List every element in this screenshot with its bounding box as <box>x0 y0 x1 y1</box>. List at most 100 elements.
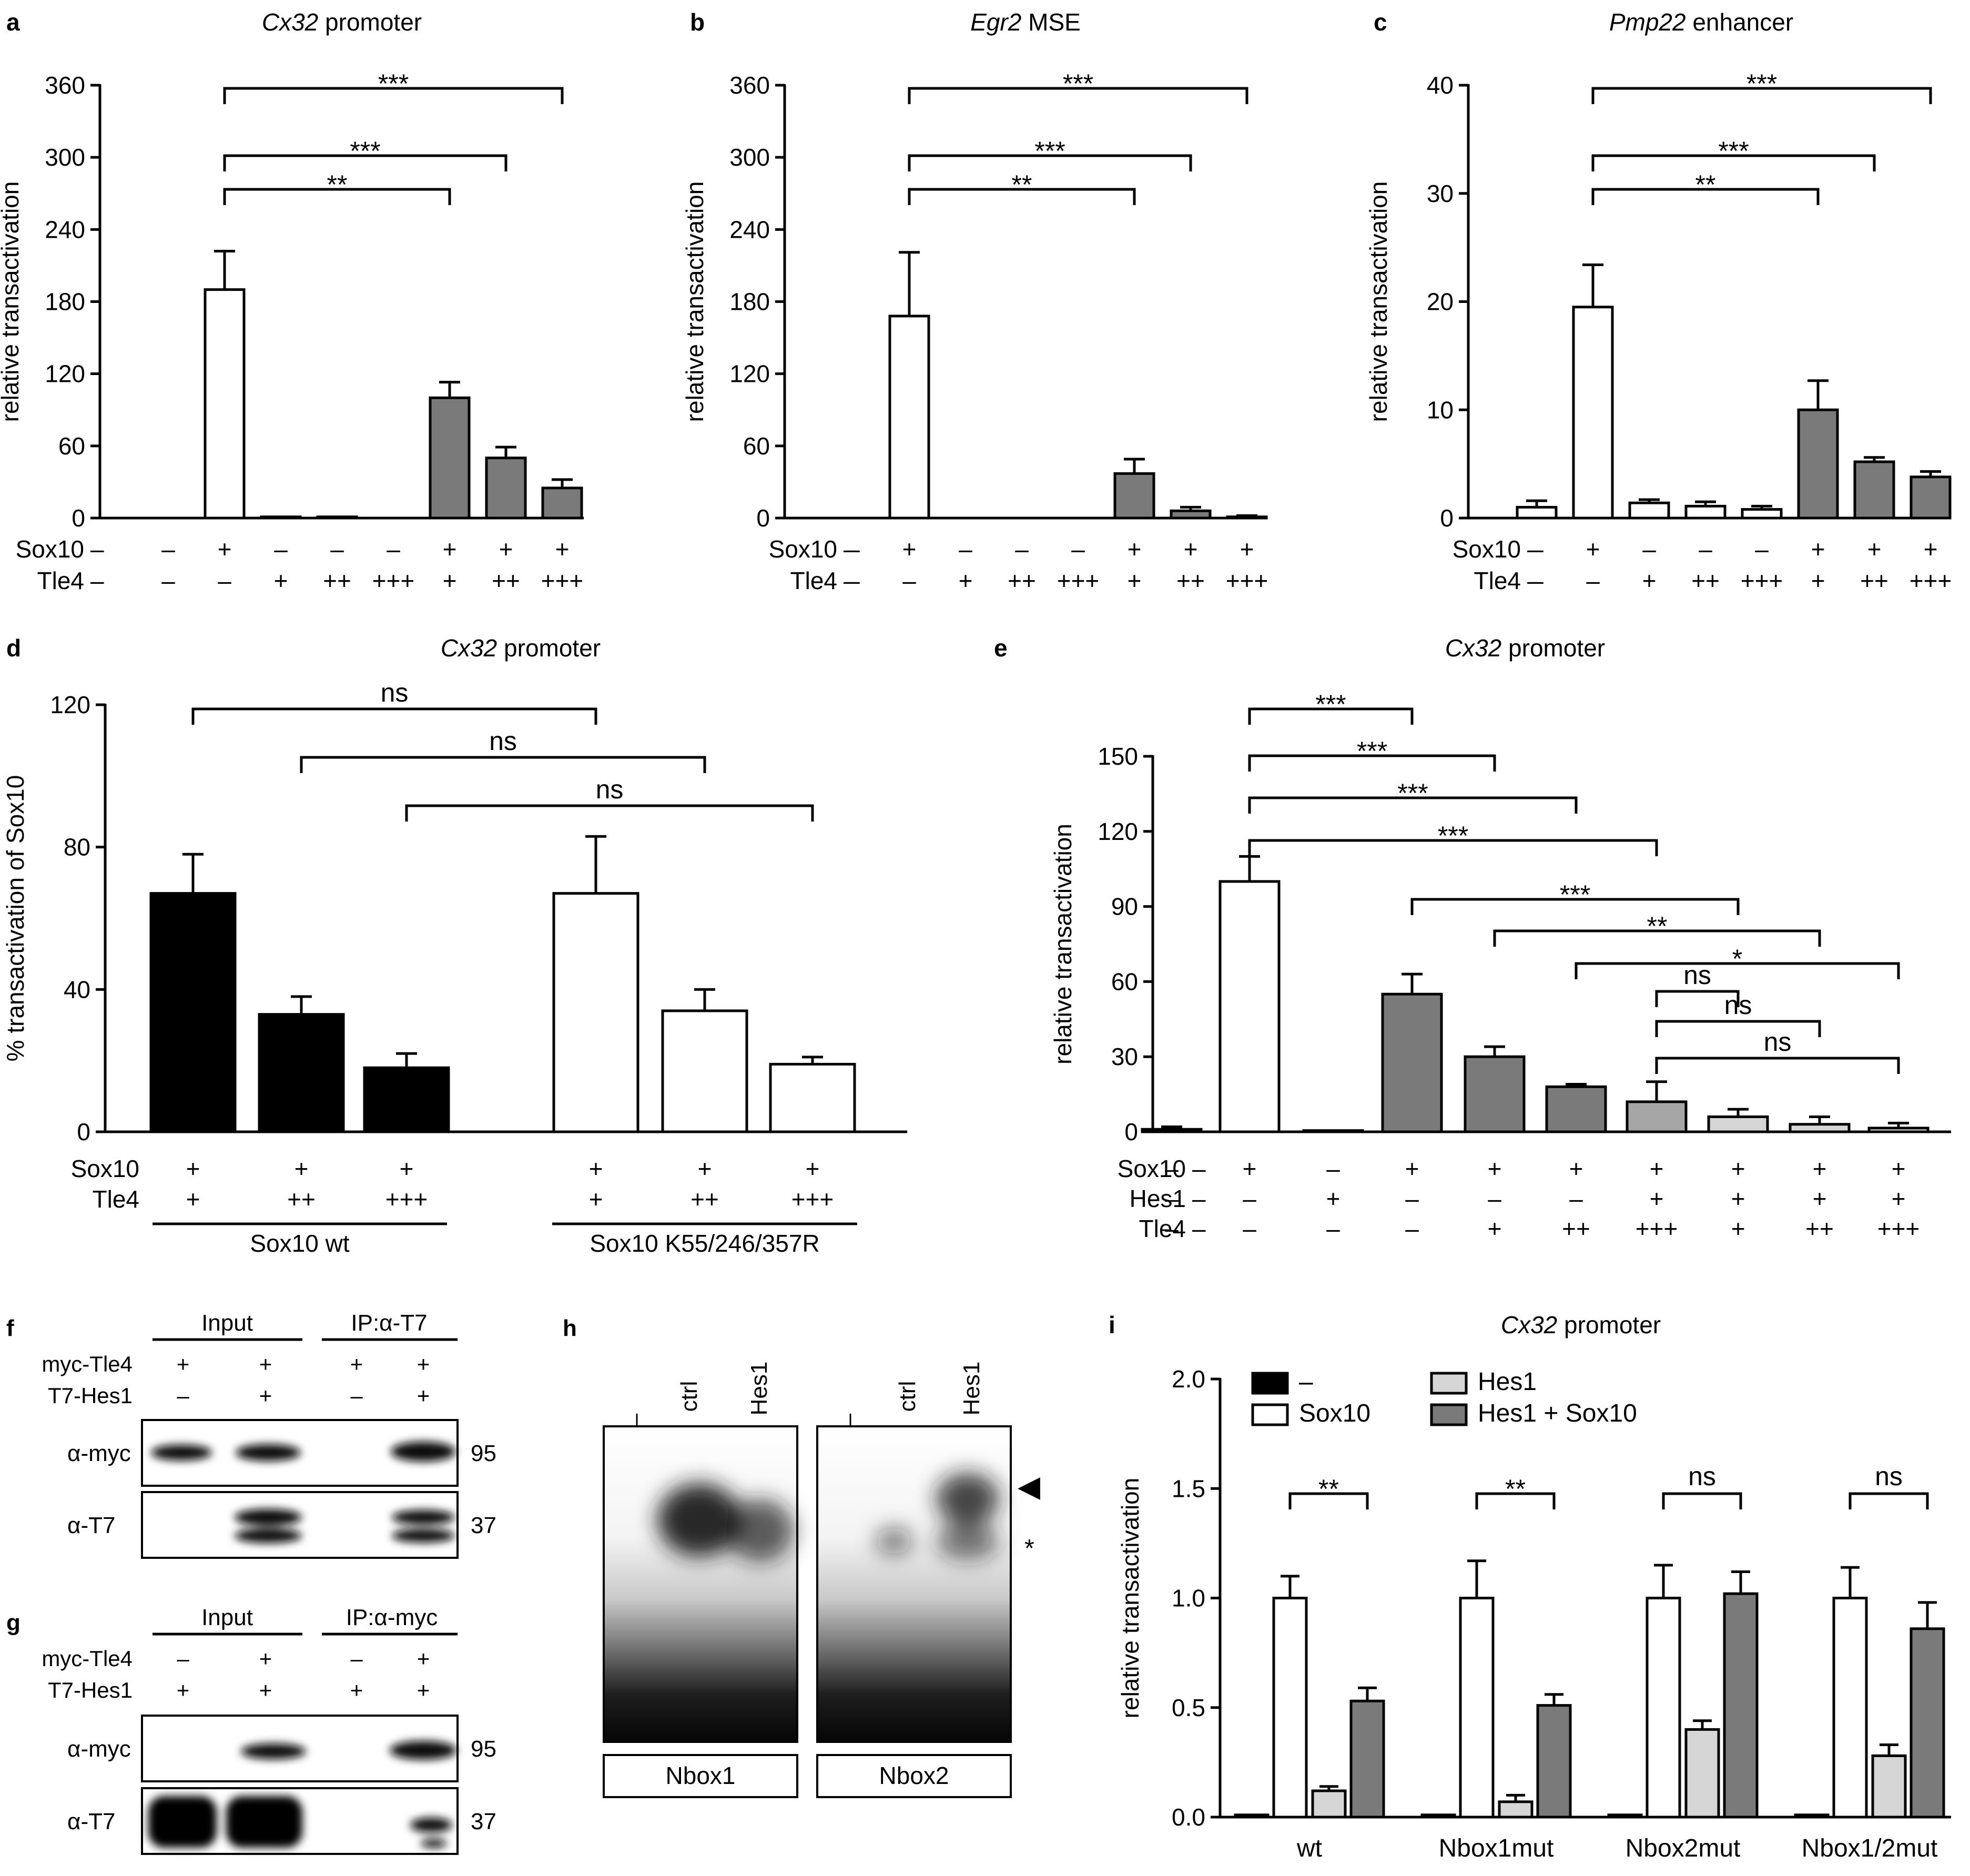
condition-sign: + <box>1811 567 1825 594</box>
significance-bracket <box>1248 839 1658 856</box>
panel-f: f Input IP:α-T7 myc-Tle4 T7-Hes1 + + + +… <box>6 1310 496 1559</box>
bar <box>1498 1800 1534 1819</box>
condition-sign: + <box>1488 1215 1502 1242</box>
legend-label: Hes1 <box>1478 1368 1537 1396</box>
condition-row-label: Tle4 <box>37 567 84 594</box>
y-tick-label: 0 <box>77 1118 90 1145</box>
bar <box>1545 1085 1607 1133</box>
condition-sign: + <box>1128 535 1142 563</box>
panel-letter: a <box>6 8 20 36</box>
row-label-myc-tle4: myc-Tle4 <box>42 1646 133 1671</box>
sign: + <box>259 1678 272 1702</box>
condition-sign: + <box>1731 1185 1745 1212</box>
blot-label-myc: α-myc <box>67 1736 131 1762</box>
bar <box>661 1009 748 1133</box>
significance-label: ns <box>381 678 409 707</box>
condition-row-label: Sox10 <box>1118 1155 1186 1182</box>
y-tick-label: 300 <box>729 144 770 171</box>
title-suffix: promoter <box>1501 634 1605 662</box>
significance-bracket <box>191 707 597 725</box>
panel-letter: f <box>6 1315 14 1341</box>
condition-row-label: Sox10 <box>769 535 837 563</box>
condition-sign: – <box>1642 535 1656 563</box>
blot-box-t7 <box>141 1491 459 1559</box>
condition-sign: – <box>218 567 231 594</box>
row-dash: – <box>1527 535 1541 563</box>
sign: + <box>259 1383 272 1408</box>
condition-row-label: Sox10 <box>71 1155 139 1182</box>
chart-title: Pmp22 enhancer <box>1609 8 1793 36</box>
condition-sign: + <box>1586 535 1600 563</box>
y-tick-label: 360 <box>729 72 770 99</box>
y-tick-label: 80 <box>64 834 90 861</box>
legend-swatch <box>1251 1372 1289 1395</box>
title-suffix: promoter <box>497 634 601 662</box>
condition-sign: +++ <box>1636 1215 1678 1242</box>
condition-sign: – <box>1530 567 1543 594</box>
condition-row-label: Tle4 <box>1139 1215 1186 1242</box>
sign: + <box>417 1383 430 1408</box>
y-tick-label: 0 <box>1440 504 1454 532</box>
condition-sign: – <box>1326 1155 1340 1182</box>
significance-label: *** <box>1560 880 1590 909</box>
panel-h: h – ctrl Hes1 – ctrl Hes1 Nbox1 Nbox2 ◀ … <box>563 1315 1040 1798</box>
significance-label: ns <box>489 726 517 756</box>
significance-bracket <box>908 87 1248 104</box>
bar <box>1536 1704 1572 1819</box>
unspecific-star: * <box>1024 1535 1034 1563</box>
significance-label: ns <box>1875 1462 1903 1491</box>
condition-sign: – <box>846 567 860 594</box>
y-tick-label: 1.0 <box>1172 1585 1205 1612</box>
significance-label: ** <box>327 170 348 199</box>
bar <box>1684 1728 1720 1819</box>
bar <box>1910 1627 1945 1819</box>
significance-bracket <box>405 804 814 822</box>
significance-label: *** <box>1718 136 1749 166</box>
sign: + <box>417 1678 430 1702</box>
gel-nbox1 <box>603 1425 798 1743</box>
condition-sign: – <box>1488 1185 1501 1212</box>
condition-sign: ++ <box>1176 567 1205 594</box>
gel-label: Nbox2 <box>879 1762 949 1789</box>
condition-sign: + <box>1892 1155 1906 1182</box>
significance-bracket <box>1591 154 1876 171</box>
y-tick-label: 240 <box>729 216 770 243</box>
condition-sign: – <box>1405 1185 1419 1212</box>
row-label-t7-hes1: T7-Hes1 <box>48 1383 133 1408</box>
chart-title: Cx32 promoter <box>262 8 422 36</box>
title-suffix: enhancer <box>1686 8 1794 36</box>
sign: + <box>417 1352 430 1376</box>
condition-sign: – <box>1530 535 1543 563</box>
significance-label: ** <box>1012 170 1032 199</box>
significance-bracket <box>1662 1492 1742 1509</box>
blot-label-myc: α-myc <box>67 1441 131 1466</box>
condition-sign: ++ <box>1008 567 1036 594</box>
condition-sign: + <box>1813 1155 1827 1182</box>
gel-label: Nbox1 <box>666 1762 736 1789</box>
row-dash: – <box>1192 1155 1206 1182</box>
condition-sign: + <box>499 535 513 563</box>
bar <box>1381 992 1443 1133</box>
condition-sign: – <box>1165 1155 1179 1182</box>
bar <box>1707 1115 1769 1133</box>
condition-sign: +++ <box>1741 567 1783 594</box>
y-tick-label: 180 <box>729 288 770 316</box>
condition-sign: +++ <box>541 567 584 594</box>
significance-label: *** <box>1063 69 1093 98</box>
condition-sign: +++ <box>1877 1215 1920 1242</box>
title-suffix: MSE <box>1021 8 1080 36</box>
gel-label-box-nbox2 <box>816 1754 1012 1798</box>
condition-sign: + <box>698 1155 712 1182</box>
bar <box>1516 505 1558 520</box>
chart-title: Egr2 MSE <box>970 8 1081 36</box>
condition-sign: + <box>1813 1185 1827 1212</box>
lane-label: Hes1 <box>746 1362 772 1416</box>
condition-sign: – <box>1165 1215 1179 1242</box>
condition-sign: + <box>806 1155 820 1182</box>
row-label-myc-tle4: myc-Tle4 <box>42 1352 133 1376</box>
panel-g: g Input IP:α-myc myc-Tle4 T7-Hes1 – + – … <box>6 1605 496 1855</box>
chart-a: 0 60 120 180 240 300 360 relative transactivati… <box>0 8 584 594</box>
bar <box>1797 408 1839 520</box>
sign: + <box>417 1646 430 1671</box>
